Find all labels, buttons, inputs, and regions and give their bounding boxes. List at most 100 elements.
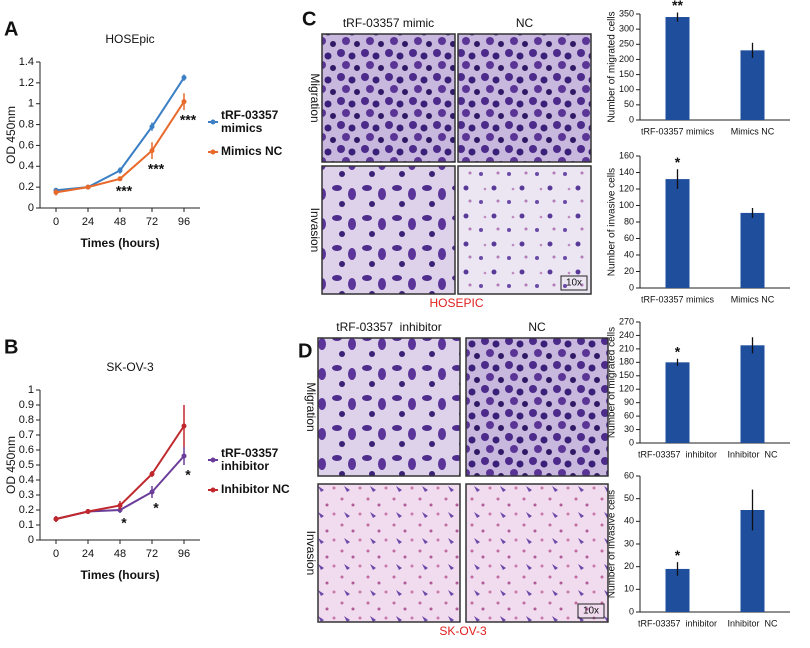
micrograph [321, 165, 456, 295]
data-point [181, 75, 187, 81]
legend-label: Inhibitor NC [221, 482, 290, 496]
y-axis-title: Number of migrated cells [607, 11, 618, 122]
y-tick-label: 0 [629, 282, 634, 292]
significance-marker: *** [180, 112, 197, 128]
y-tick-label: 350 [619, 8, 634, 18]
y-axis-title: Number of invasive cells [607, 490, 618, 598]
data-point [53, 189, 59, 195]
y-tick-label: 0 [629, 437, 634, 447]
y-tick-label: 100 [619, 200, 634, 210]
significance-marker: *** [148, 161, 165, 177]
legend-label: tRF-03357 inhibitor [221, 446, 279, 473]
y-tick-label: 60 [624, 233, 634, 243]
significance-marker: *** [116, 183, 133, 199]
y-tick-label: 100 [619, 84, 634, 94]
y-tick-label: 240 [619, 330, 634, 340]
y-tick-label: 0.4 [19, 474, 34, 486]
y-tick-label: 60 [624, 410, 634, 420]
data-point [181, 453, 187, 459]
legend-swatch-dot [210, 487, 216, 493]
data-point [85, 184, 91, 190]
micrograph [317, 337, 461, 477]
micrograph [465, 483, 609, 623]
x-tick-label: Inhibitor NC [727, 618, 778, 628]
data-point [149, 471, 155, 477]
row-label: Migration [304, 382, 318, 431]
y-tick-label: 210 [619, 343, 634, 353]
x-axis-title: Times (hours) [80, 568, 159, 582]
y-tick-label: 150 [619, 69, 634, 79]
x-tick-label: tRF-03357 inhibitor [638, 618, 717, 628]
legend-swatch-dot [210, 149, 216, 155]
x-tick-label: 72 [146, 548, 158, 560]
data-point [149, 489, 155, 495]
data-point [149, 124, 155, 130]
y-tick-label: 20 [624, 561, 634, 571]
column-label: NC [528, 320, 546, 334]
data-point [117, 176, 123, 182]
column-label: NC [516, 16, 534, 30]
row-label: Invasion [308, 208, 322, 253]
scale-box [560, 275, 588, 291]
bar [665, 179, 690, 288]
y-tick-label: 150 [619, 370, 634, 380]
y-tick-label: 120 [619, 384, 634, 394]
micrograph [457, 165, 592, 295]
image-caption: HOSEPIC [429, 296, 483, 310]
y-tick-label: 0.9 [19, 399, 34, 411]
data-point [181, 99, 187, 105]
y-tick-label: 0.2 [19, 504, 34, 516]
y-tick-label: 200 [619, 54, 634, 64]
x-tick-label: tRF-03357 mimics [641, 294, 715, 304]
micrograph [457, 33, 592, 163]
column-label: tRF-03357 mimic [343, 16, 434, 30]
y-axis-title: OD 450nm [4, 106, 18, 164]
bar [665, 17, 690, 120]
y-tick-label: 1 [28, 384, 34, 396]
y-tick-label: 1.4 [19, 56, 34, 68]
micrograph [321, 33, 456, 163]
y-tick-label: 1 [28, 98, 34, 110]
legend-label: Mimics NC [221, 144, 283, 158]
bar [740, 345, 765, 443]
significance-marker: * [675, 547, 681, 563]
y-tick-label: 0.7 [19, 429, 34, 441]
y-tick-label: 0.8 [19, 414, 34, 426]
significance-marker: * [675, 343, 681, 359]
legend-swatch-dot [210, 119, 216, 125]
y-tick-label: 1.2 [19, 77, 34, 89]
y-tick-label: 0 [28, 534, 34, 546]
x-tick-label: tRF-03357 inhibitor [638, 449, 717, 459]
panel-label: A [4, 18, 18, 40]
y-tick-label: 0 [629, 114, 634, 124]
bar [665, 568, 690, 612]
y-tick-label: 180 [619, 357, 634, 367]
significance-marker: * [675, 154, 681, 170]
y-tick-label: 0.6 [19, 139, 34, 151]
x-tick-label: 96 [178, 216, 190, 228]
x-tick-label: 48 [114, 548, 126, 560]
legend-label: tRF-03357 mimics [221, 108, 279, 135]
y-tick-label: 90 [624, 397, 634, 407]
significance-marker: * [153, 500, 159, 516]
y-tick-label: 300 [619, 24, 634, 34]
chart-title: HOSEpic [105, 32, 154, 46]
data-point [149, 148, 155, 154]
y-tick-label: 270 [619, 316, 634, 326]
y-tick-label: 50 [624, 99, 634, 109]
x-axis-title: Times (hours) [80, 236, 159, 250]
y-tick-label: 0.2 [19, 181, 34, 193]
y-tick-label: 160 [619, 150, 634, 160]
chart-title: SK-OV-3 [106, 360, 154, 374]
x-tick-label: Inhibitor NC [727, 449, 778, 459]
x-tick-label: 48 [114, 216, 126, 228]
y-tick-label: 250 [619, 39, 634, 49]
scale-box [577, 603, 605, 619]
y-tick-label: 0 [629, 606, 634, 616]
y-tick-label: 30 [624, 538, 634, 548]
legend-swatch-dot [210, 457, 216, 463]
bar [740, 50, 765, 120]
row-label: Invasion [304, 531, 318, 576]
y-tick-label: 20 [624, 266, 634, 276]
